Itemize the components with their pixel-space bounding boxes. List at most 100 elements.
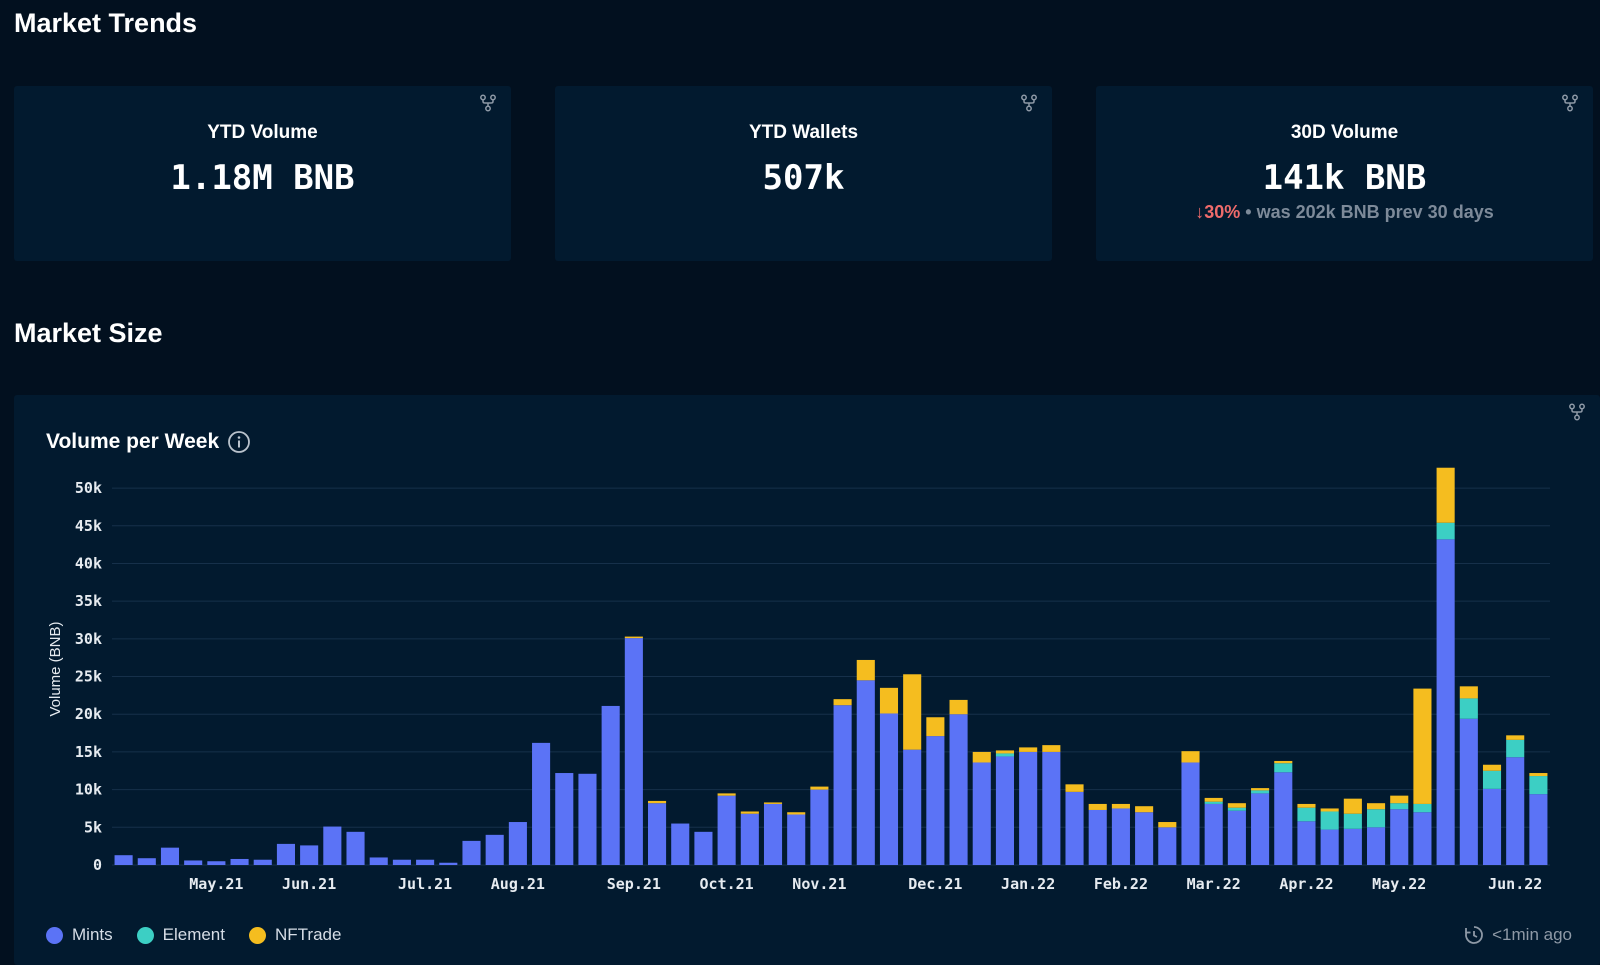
- x-tick-label: Dec.21: [908, 875, 962, 893]
- refresh-status[interactable]: <1min ago: [1464, 925, 1572, 945]
- delta-row: ↓30% • was 202k BNB prev 30 days: [1096, 202, 1593, 223]
- bar-nftrade: [1297, 803, 1316, 808]
- bar-nftrade: [1390, 795, 1409, 804]
- y-tick-label: 10k: [75, 781, 102, 799]
- bar-nftrade: [879, 687, 899, 714]
- bar-mints: [1181, 762, 1200, 865]
- bar-mints: [253, 859, 272, 865]
- card-value: 141k BNB: [1262, 158, 1427, 198]
- bar-mints: [230, 858, 249, 865]
- bar-mints: [207, 861, 226, 865]
- bar-element: [995, 753, 1014, 757]
- bar-mints: [184, 860, 203, 865]
- bar-element: [1413, 803, 1432, 813]
- y-tick-label: 25k: [75, 668, 102, 686]
- bar-mints: [671, 823, 690, 865]
- bar-mints: [995, 756, 1014, 865]
- bar-mints: [114, 855, 133, 865]
- bar-element: [1204, 801, 1223, 804]
- y-tick-label: 0: [93, 856, 102, 874]
- bar-nftrade: [787, 812, 806, 815]
- chart-title-text: Volume per Week: [46, 430, 220, 453]
- chart-title: Volume per Week: [46, 430, 251, 454]
- bar-mints: [926, 736, 945, 865]
- x-tick-label: Jul.21: [398, 875, 452, 893]
- card-label: YTD Volume: [207, 122, 318, 143]
- fork-icon[interactable]: [1568, 403, 1586, 421]
- bar-mints: [1274, 772, 1293, 865]
- bar-mints: [369, 857, 388, 865]
- bar-nftrade: [1367, 803, 1386, 810]
- bar-mints: [160, 847, 180, 865]
- bar-nftrade: [1482, 764, 1502, 771]
- bar-mints: [323, 826, 342, 865]
- bar-nftrade: [1135, 806, 1154, 813]
- bar-mints: [763, 803, 783, 865]
- fork-icon[interactable]: [1561, 94, 1579, 112]
- bar-nftrade: [1088, 803, 1107, 810]
- refresh-text: <1min ago: [1492, 925, 1572, 944]
- bar-nftrade: [1158, 822, 1177, 828]
- bar-mints: [508, 822, 527, 865]
- x-tick-label: Feb.22: [1094, 875, 1148, 893]
- bar-element: [1227, 807, 1246, 811]
- delta-percent: 30%: [1204, 202, 1241, 222]
- bar-mints: [1042, 751, 1061, 865]
- legend-dot: [136, 926, 154, 944]
- legend-label: Element: [162, 925, 225, 944]
- bar-nftrade: [856, 659, 875, 681]
- bar-mints: [1019, 751, 1038, 865]
- ytd-volume-card: YTD Volume 1.18M BNB: [14, 86, 511, 261]
- bar-mints: [1367, 827, 1386, 865]
- bar-mints: [416, 859, 435, 865]
- bar-nftrade: [949, 699, 968, 715]
- bar-mints: [856, 680, 875, 865]
- y-tick-label: 5k: [84, 818, 102, 836]
- bar-mints: [1158, 827, 1177, 865]
- card-label: YTD Wallets: [748, 122, 859, 143]
- bar-element: [1274, 763, 1293, 773]
- legend-dot: [46, 926, 63, 944]
- info-icon[interactable]: [227, 430, 251, 454]
- bar-mints: [717, 795, 736, 865]
- legend-item-mints[interactable]: Mints: [46, 925, 113, 945]
- market-size-title: Market Size: [14, 318, 163, 348]
- y-axis-label: Volume (BNB): [47, 621, 64, 716]
- bar-mints: [1297, 821, 1316, 865]
- y-tick-label: 30k: [75, 630, 102, 648]
- legend-label: Mints: [72, 925, 113, 944]
- bar-element: [1506, 739, 1525, 758]
- bar-mints: [532, 742, 551, 865]
- bar-mints: [1529, 794, 1548, 865]
- bar-mints: [1135, 812, 1154, 865]
- bar-mints: [740, 813, 759, 865]
- bar-element: [1367, 809, 1386, 828]
- bar-nftrade: [1251, 788, 1270, 791]
- bar-mints: [694, 831, 713, 865]
- bar-mints: [879, 713, 899, 865]
- bar-nftrade: [1042, 745, 1061, 752]
- y-tick-label: 20k: [75, 705, 102, 723]
- bar-mints: [1343, 828, 1362, 865]
- bar-nftrade: [833, 699, 852, 706]
- x-tick-label: Sep.21: [607, 875, 661, 893]
- bar-mints: [439, 862, 458, 865]
- bar-mints: [1413, 812, 1432, 865]
- fork-icon[interactable]: [1020, 94, 1038, 112]
- legend-item-element[interactable]: Element: [136, 925, 225, 945]
- bar-mints: [949, 714, 968, 865]
- bar-nftrade: [1181, 751, 1200, 763]
- bar-nftrade: [1204, 797, 1223, 802]
- bar-mints: [555, 773, 574, 865]
- legend-item-nftrade[interactable]: NFTrade: [249, 925, 341, 945]
- x-tick-label: Nov.21: [792, 875, 846, 893]
- bar-element: [1529, 776, 1548, 795]
- bar-nftrade: [926, 717, 945, 737]
- bar-nftrade: [1529, 773, 1548, 777]
- chart-legend: Mints Element NFTrade: [46, 925, 341, 945]
- bar-nftrade: [1343, 798, 1362, 814]
- bar-nftrade: [1459, 686, 1478, 699]
- fork-icon[interactable]: [479, 94, 497, 112]
- bar-mints: [833, 705, 852, 865]
- bar-element: [1297, 807, 1316, 822]
